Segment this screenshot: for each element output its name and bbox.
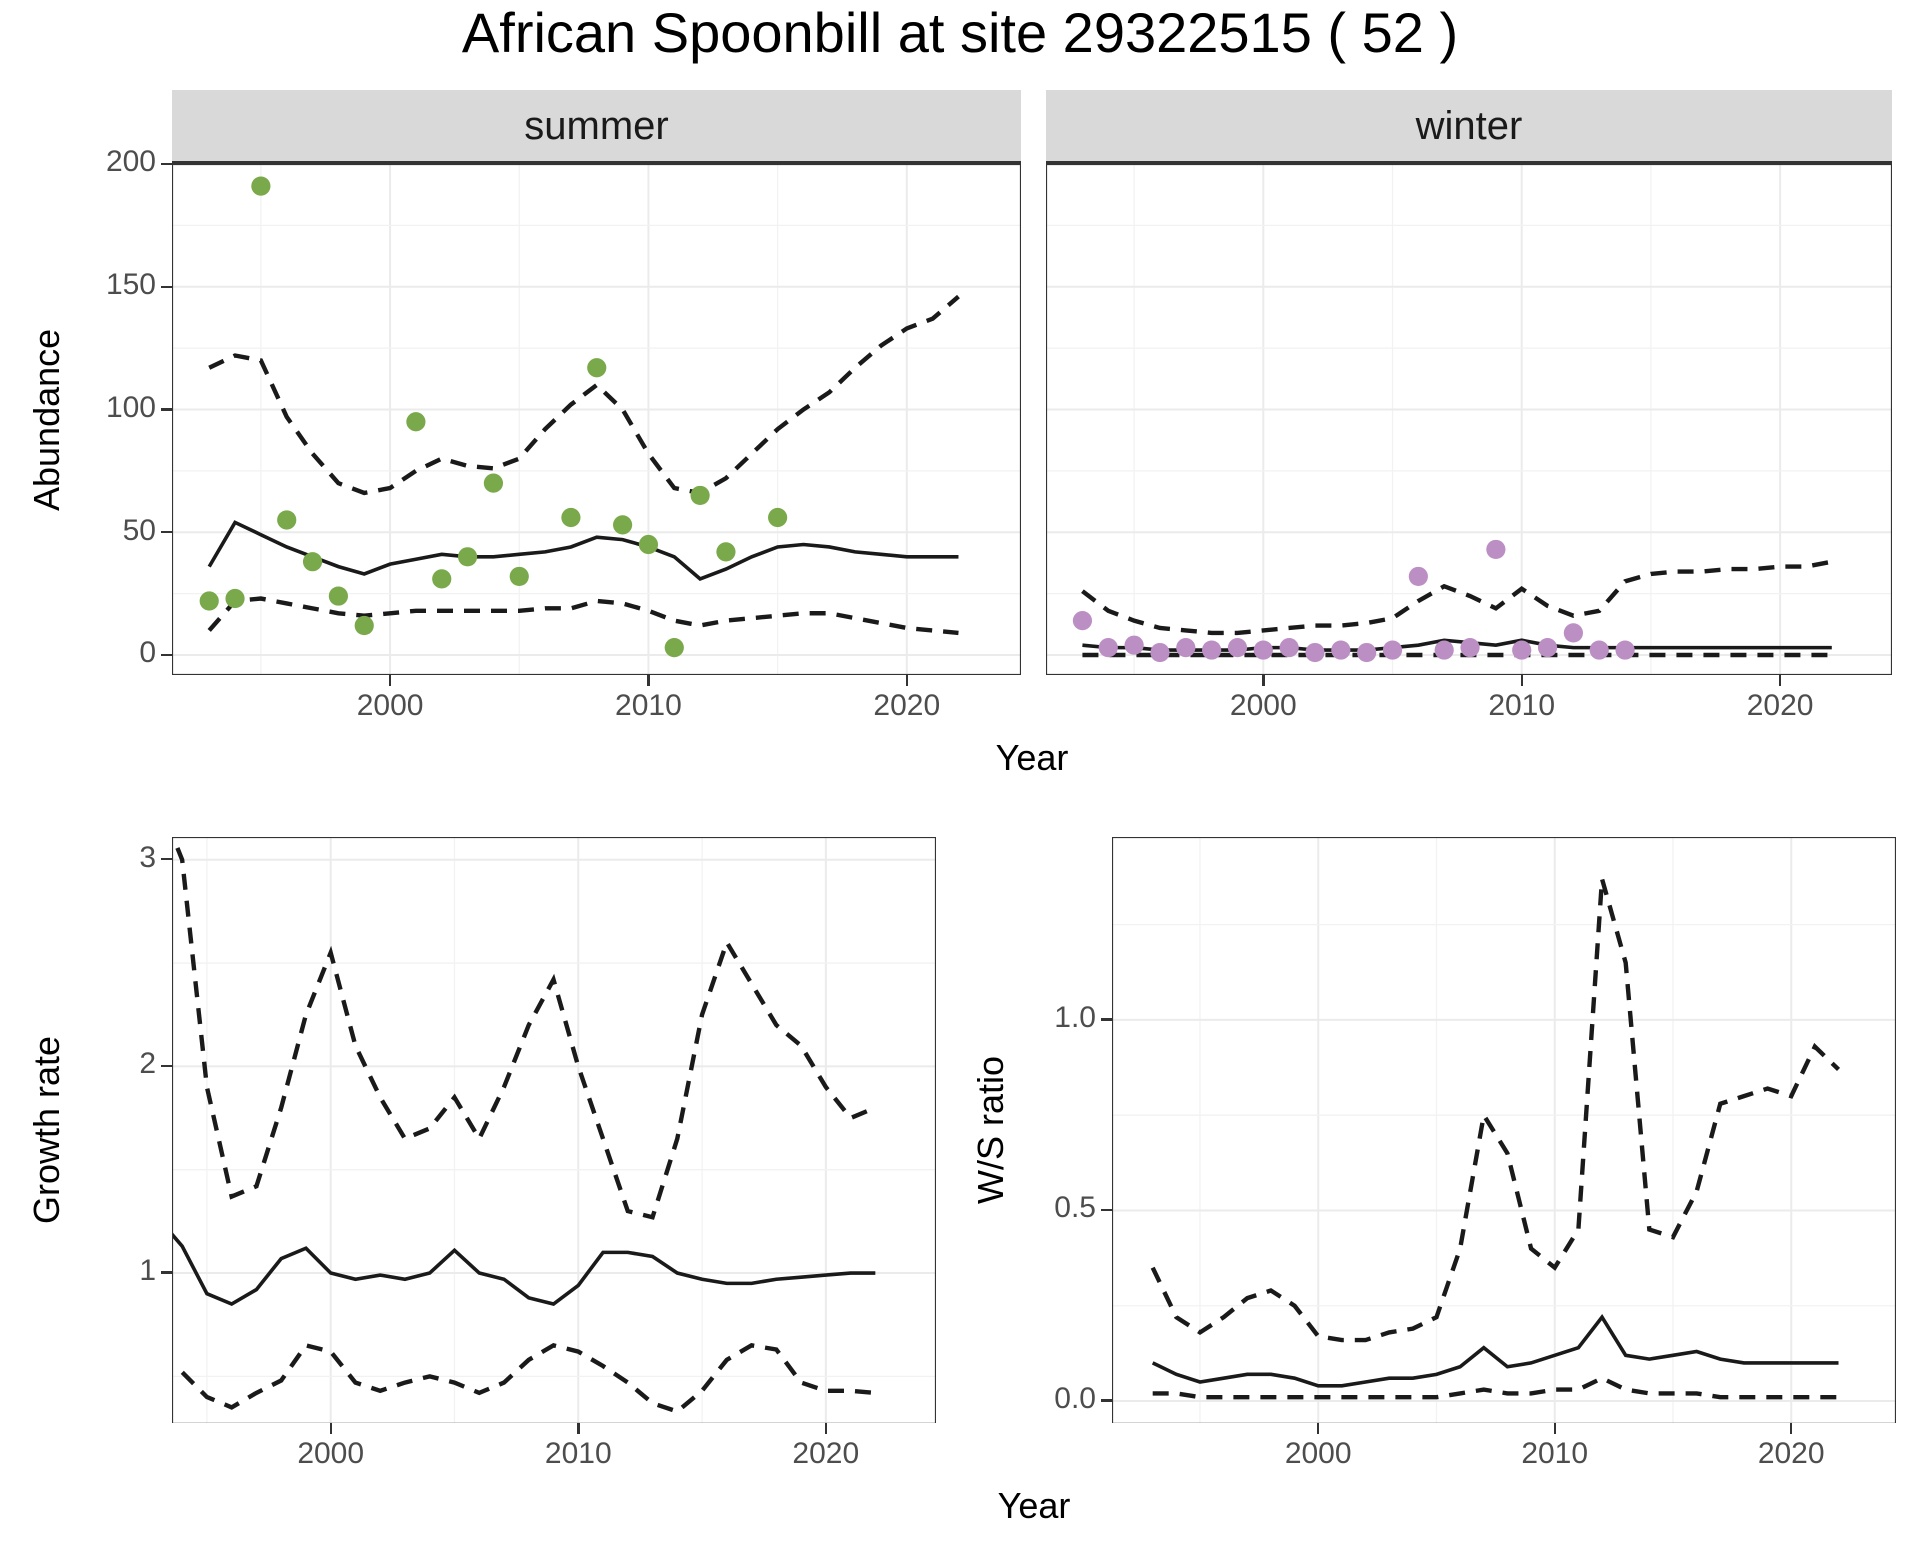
svg-text:winter: winter — [1415, 104, 1523, 148]
svg-text:summer: summer — [524, 104, 668, 148]
